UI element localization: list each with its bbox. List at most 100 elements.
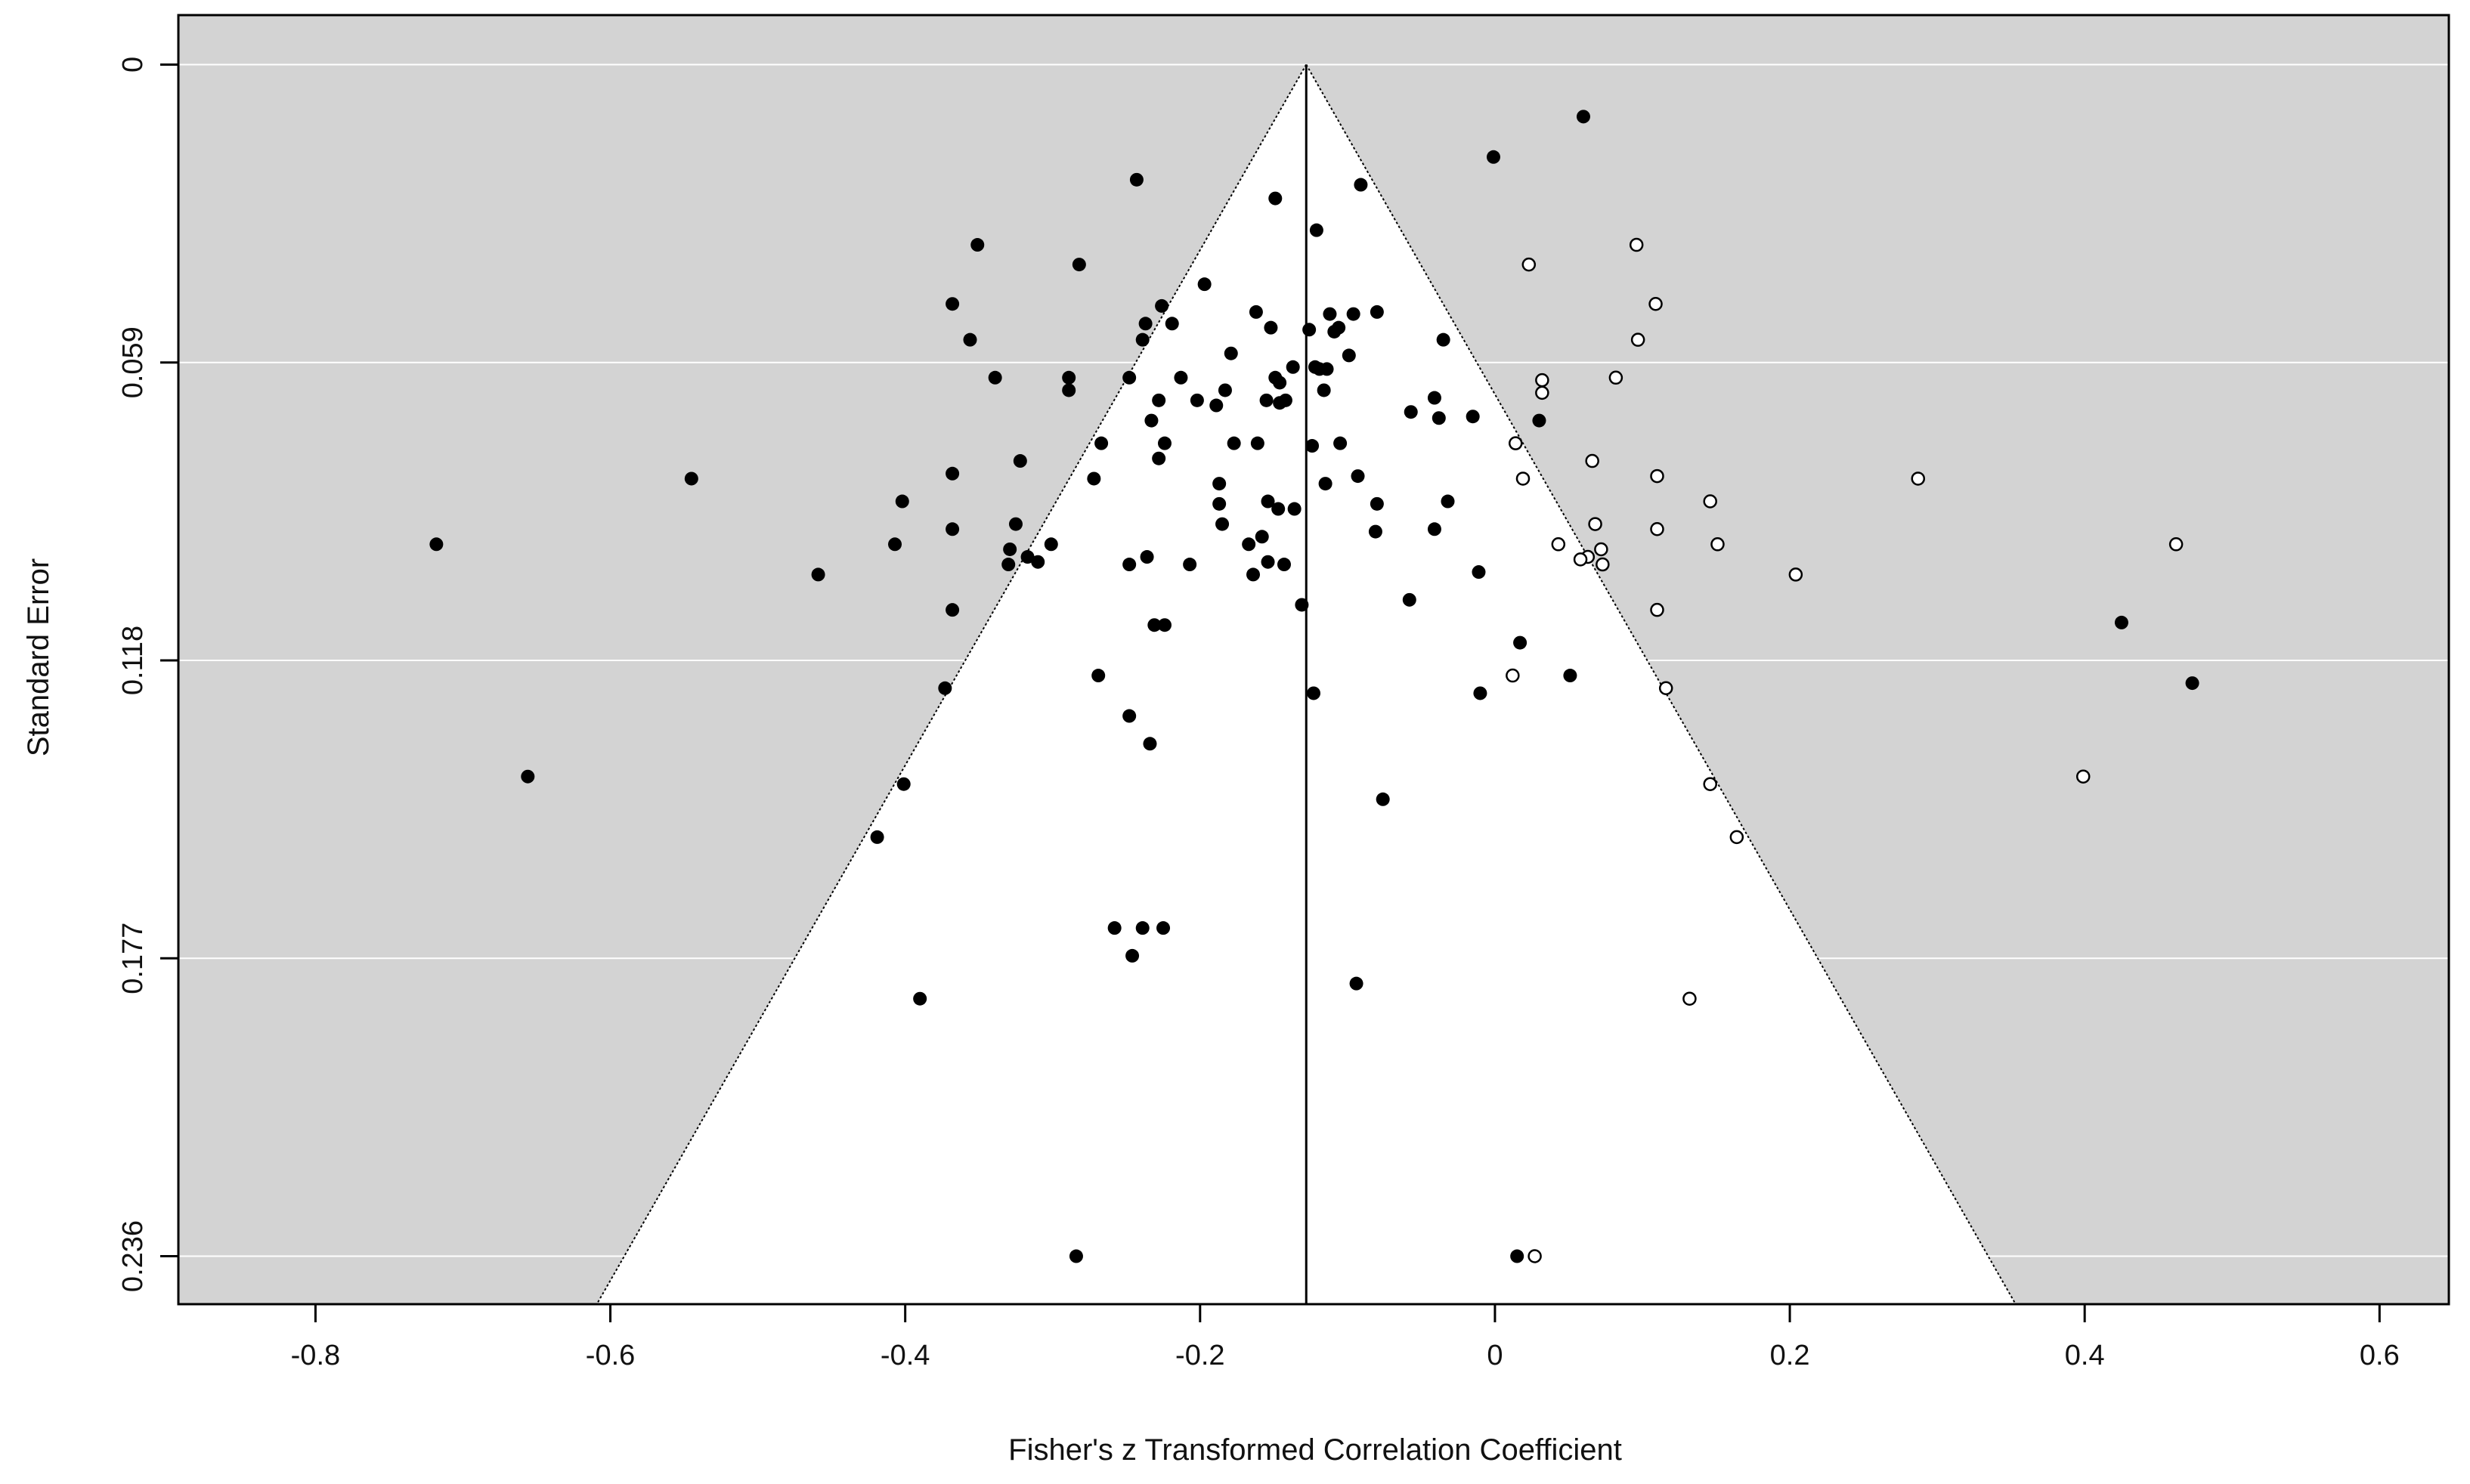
study-point-23 — [1436, 332, 1450, 347]
study-point-48 — [1466, 410, 1480, 424]
imputed-point-2 — [1648, 296, 1663, 311]
study-point-39 — [1190, 393, 1204, 407]
x-tick-label-4: 0 — [1487, 1340, 1503, 1371]
imputed-point-25 — [1658, 681, 1673, 696]
study-point-95 — [1295, 598, 1309, 612]
study-point-13 — [1346, 307, 1360, 321]
study-point-99 — [1513, 635, 1528, 650]
study-point-1 — [1486, 150, 1500, 164]
study-point-82 — [1255, 530, 1269, 544]
study-point-0 — [1576, 110, 1590, 124]
study-point-64 — [1212, 477, 1227, 491]
study-point-30 — [988, 370, 1002, 385]
study-point-76 — [1427, 522, 1441, 536]
study-point-104 — [1307, 686, 1320, 700]
study-point-57 — [1152, 451, 1166, 465]
study-point-61 — [1087, 471, 1101, 486]
y-tick-label-0: 0 — [117, 57, 149, 73]
imputed-point-28 — [1729, 830, 1744, 845]
study-point-16 — [1165, 317, 1179, 331]
study-point-36 — [1062, 383, 1076, 397]
study-point-70 — [1287, 502, 1302, 516]
study-point-32 — [1122, 370, 1137, 385]
x-tick-label-3: -0.2 — [1175, 1340, 1224, 1371]
plot-area — [177, 14, 2450, 1306]
study-point-75 — [1368, 524, 1382, 539]
study-point-112 — [1135, 921, 1150, 935]
study-point-54 — [1250, 436, 1264, 450]
study-point-26 — [1286, 360, 1300, 374]
study-point-96 — [946, 603, 960, 617]
study-point-17 — [1264, 320, 1278, 335]
study-point-114 — [1125, 948, 1140, 963]
imputed-point-8 — [1585, 453, 1599, 468]
study-point-46 — [1404, 405, 1418, 419]
study-point-120 — [2185, 676, 2199, 691]
study-point-8 — [1197, 277, 1212, 292]
study-point-38 — [1317, 383, 1331, 397]
study-point-35 — [1273, 376, 1287, 390]
study-point-9 — [946, 297, 960, 311]
study-point-94 — [1402, 592, 1416, 607]
study-point-44 — [1278, 393, 1292, 407]
study-point-10 — [1155, 298, 1169, 313]
study-point-119 — [2114, 615, 2128, 629]
study-point-101 — [1563, 669, 1577, 683]
imputed-point-9 — [1650, 468, 1664, 484]
imputed-point-14 — [1650, 522, 1664, 536]
study-point-41 — [1209, 398, 1224, 413]
study-point-105 — [1122, 709, 1137, 723]
imputed-point-12 — [1703, 494, 1717, 509]
x-tick-label-7: 0.6 — [2360, 1340, 2400, 1371]
study-point-42 — [1259, 393, 1274, 407]
study-point-3 — [1268, 191, 1283, 206]
study-point-62 — [1351, 469, 1365, 484]
study-point-93 — [1472, 565, 1486, 580]
study-point-40 — [1152, 393, 1166, 407]
study-point-51 — [1157, 436, 1172, 450]
imputed-point-10 — [1515, 471, 1531, 486]
study-point-45 — [1427, 391, 1441, 405]
study-point-90 — [1277, 558, 1291, 572]
x-tick-label-2: -0.4 — [881, 1340, 930, 1371]
study-point-53 — [1227, 436, 1241, 450]
imputed-point-7 — [1508, 436, 1523, 450]
study-point-65 — [895, 494, 909, 509]
study-point-85 — [1031, 555, 1045, 569]
study-point-25 — [1342, 348, 1356, 363]
study-point-113 — [1156, 921, 1171, 935]
study-point-73 — [946, 522, 960, 536]
study-point-108 — [896, 777, 911, 791]
imputed-point-24 — [1506, 668, 1520, 683]
study-point-69 — [1441, 494, 1455, 509]
study-point-15 — [1138, 317, 1153, 331]
x-axis: -0.8 -0.6 -0.4 -0.2 0 0.2 0.4 0.6 — [291, 1304, 2400, 1371]
study-point-74 — [1008, 517, 1023, 531]
study-point-12 — [1323, 307, 1337, 321]
study-point-58 — [1013, 454, 1027, 468]
study-point-24 — [1224, 346, 1238, 360]
study-point-33 — [1174, 370, 1188, 385]
imputed-point-5 — [1535, 373, 1549, 388]
imputed-point-17 — [1594, 542, 1608, 557]
study-point-107 — [521, 769, 535, 784]
study-point-98 — [1157, 618, 1172, 632]
study-point-63 — [1318, 477, 1332, 491]
imputed-point-29 — [1682, 991, 1697, 1006]
x-tick-label-6: 0.4 — [2065, 1340, 2105, 1371]
study-point-79 — [1003, 542, 1017, 556]
study-point-97 — [1147, 618, 1162, 632]
study-point-87 — [1122, 558, 1137, 572]
y-tick-label-3: 0.177 — [117, 923, 149, 994]
study-point-22 — [1135, 332, 1150, 347]
study-point-66 — [1212, 496, 1227, 511]
study-point-78 — [429, 537, 444, 552]
x-tick-label-5: 0.2 — [1770, 1340, 1810, 1371]
imputed-point-19 — [1573, 552, 1588, 567]
study-point-14 — [1370, 305, 1384, 319]
study-point-115 — [1349, 976, 1363, 991]
x-axis-label: Fisher's z Transformed Correlation Coeff… — [1008, 1433, 1622, 1467]
imputed-point-26 — [2075, 769, 2091, 784]
study-point-29 — [1312, 362, 1326, 376]
